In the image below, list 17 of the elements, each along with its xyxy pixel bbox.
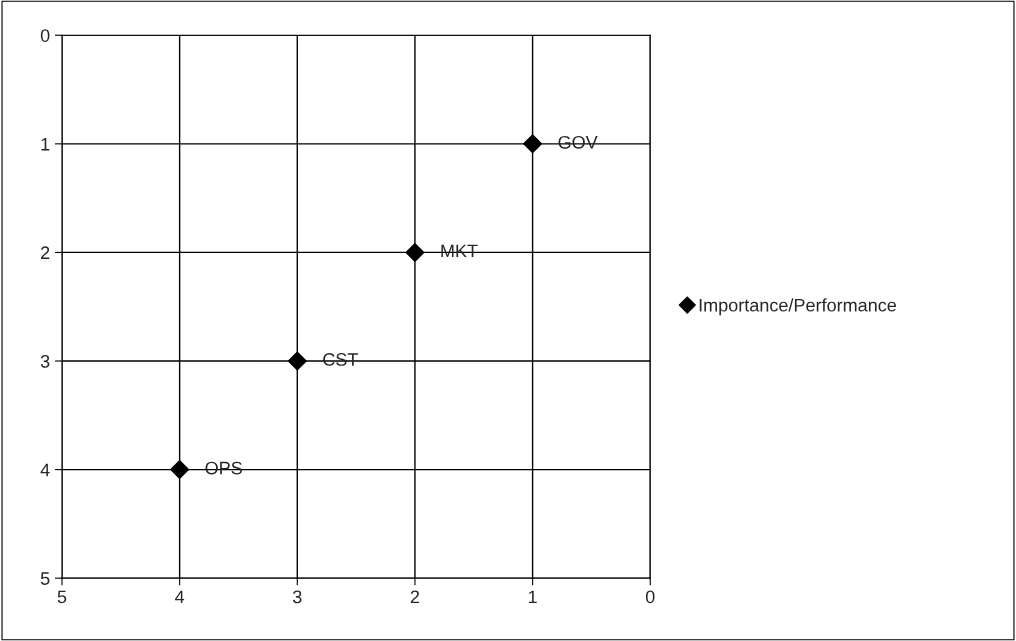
- point: [170, 460, 190, 480]
- point: [287, 351, 307, 371]
- y-tick-label: 0: [40, 29, 50, 42]
- x-tick-label: 4: [175, 590, 185, 604]
- y-tick-label: 1: [41, 137, 50, 151]
- x-tick-label: 3: [292, 590, 302, 604]
- y-tick-label: 2: [41, 246, 50, 259]
- y-tick-label: 4: [40, 463, 50, 477]
- y-tick-label: 5: [40, 572, 50, 585]
- point: [523, 134, 543, 154]
- x-tick-label: 1: [528, 590, 537, 604]
- point: [405, 242, 425, 262]
- legend-label: Importance/Performance: [699, 298, 897, 316]
- x-tick-label: 2: [410, 590, 420, 604]
- x-tick-label: 5: [57, 590, 67, 604]
- y-tick-label: 3: [40, 354, 50, 368]
- x-tick-label: 0: [645, 590, 655, 604]
